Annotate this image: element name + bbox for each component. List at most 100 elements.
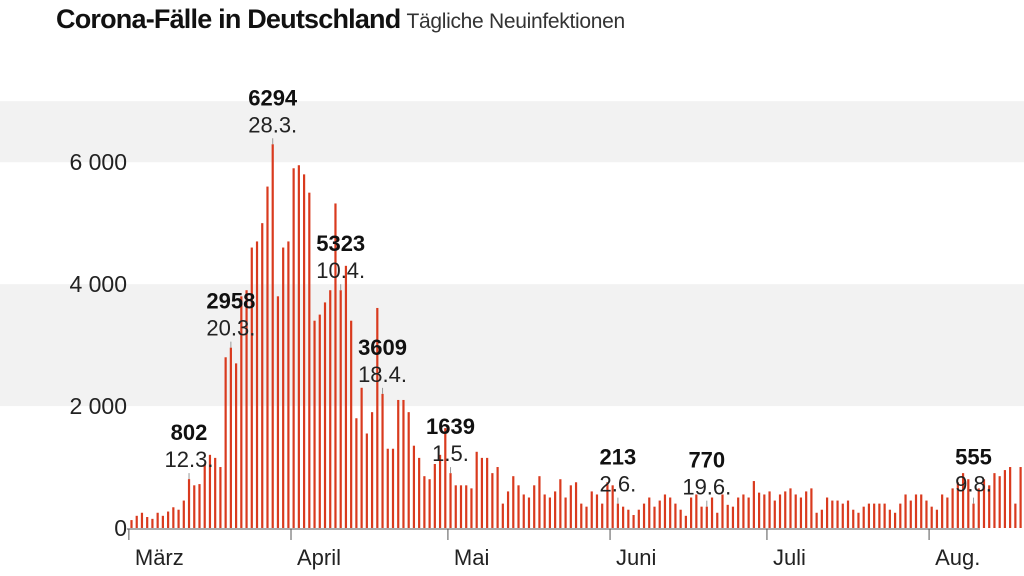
bar — [595, 494, 599, 528]
bar — [454, 485, 457, 528]
bar — [982, 479, 986, 528]
y-tick-label: 6 000 — [69, 149, 127, 175]
bar — [1014, 503, 1017, 528]
bar — [763, 494, 766, 528]
bar — [266, 186, 269, 528]
bar — [632, 515, 635, 528]
background-band — [0, 284, 1024, 407]
bar — [648, 497, 651, 528]
bar — [883, 503, 886, 528]
bar — [533, 485, 536, 528]
bar — [737, 497, 740, 528]
bar — [852, 509, 855, 528]
bar — [318, 314, 321, 528]
bar — [397, 399, 400, 528]
bar — [726, 504, 729, 528]
chart-header: Corona-Fälle in Deutschland Tägliche Neui… — [56, 4, 625, 35]
bar — [961, 473, 965, 528]
bar — [323, 302, 327, 528]
bar — [925, 500, 928, 528]
bar — [255, 241, 259, 528]
bar — [245, 290, 248, 528]
bar — [365, 433, 368, 528]
bar — [339, 290, 342, 528]
bar — [344, 265, 348, 528]
bar — [674, 503, 677, 528]
bar — [381, 393, 384, 528]
bar — [470, 488, 473, 528]
bar — [177, 509, 180, 528]
bar — [642, 503, 646, 528]
bar — [465, 485, 468, 528]
annotation-date: 10.4. — [316, 258, 365, 283]
annotation-date: 9.8. — [955, 472, 992, 497]
bar — [130, 520, 133, 528]
bar — [998, 476, 1001, 528]
bar — [601, 503, 604, 528]
bar — [695, 494, 698, 528]
bar — [731, 506, 735, 528]
bar — [930, 506, 933, 528]
bar — [235, 363, 238, 528]
bar — [899, 503, 902, 528]
bar — [308, 192, 311, 528]
bar — [486, 457, 489, 528]
annotation-date: 28.3. — [248, 112, 297, 137]
bar — [512, 476, 515, 528]
annotation-value: 213 — [600, 445, 637, 470]
bar — [250, 247, 253, 529]
bar — [846, 500, 850, 528]
background-band — [0, 101, 1024, 163]
bar — [527, 497, 531, 528]
bar — [151, 518, 154, 528]
bar — [627, 509, 630, 528]
x-tick-label: Aug. — [935, 545, 980, 570]
annotation-value: 5323 — [316, 231, 365, 256]
bar — [182, 500, 185, 528]
bar — [198, 484, 201, 528]
bar — [282, 247, 285, 529]
bar — [669, 497, 672, 528]
bar — [941, 494, 944, 528]
bar — [569, 485, 572, 528]
bar — [554, 491, 557, 528]
bar — [867, 503, 871, 528]
bar — [276, 296, 280, 528]
bar — [914, 494, 918, 528]
annotation-date: 12.3. — [165, 447, 214, 472]
bar — [140, 512, 144, 528]
bar — [585, 506, 588, 528]
bar — [297, 165, 300, 529]
bar — [302, 174, 306, 528]
bar — [794, 494, 797, 528]
bar — [888, 509, 891, 528]
bar — [862, 506, 865, 528]
annotation-date: 20.3. — [206, 316, 255, 341]
bar — [449, 473, 452, 528]
bar — [972, 503, 975, 528]
bar — [920, 494, 923, 528]
bar — [810, 488, 813, 528]
x-tick-label: Juni — [616, 545, 656, 570]
bar — [679, 509, 682, 528]
bar — [799, 497, 803, 528]
bar — [506, 491, 510, 528]
bar — [710, 497, 714, 528]
bar — [893, 512, 897, 528]
bar — [904, 494, 907, 528]
annotation-value: 1639 — [426, 414, 475, 439]
bar — [543, 494, 546, 528]
bar — [517, 485, 520, 528]
bar — [768, 491, 771, 528]
bar — [815, 512, 818, 528]
bar — [574, 482, 578, 528]
bar — [376, 307, 379, 528]
bar — [135, 515, 138, 528]
bar — [977, 488, 980, 528]
bar — [438, 454, 442, 528]
bar — [240, 296, 243, 528]
bar — [653, 506, 656, 528]
bar — [825, 497, 829, 528]
bar — [1009, 467, 1012, 528]
bar — [747, 497, 750, 528]
